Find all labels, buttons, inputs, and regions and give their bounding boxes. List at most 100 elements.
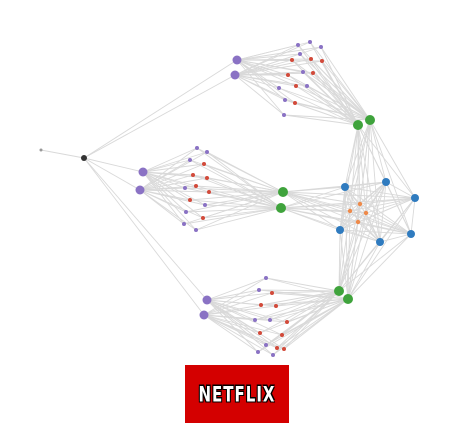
graph-edge (257, 290, 340, 353)
graph-edge (203, 314, 261, 334)
graph-edge (282, 191, 361, 205)
graph-edge (339, 229, 412, 235)
graph-edge (142, 147, 198, 173)
graph-edge (347, 212, 367, 300)
graph-edge (347, 241, 381, 300)
graph-edge (321, 60, 359, 126)
graph-edge (203, 314, 285, 350)
purple-node (183, 186, 187, 190)
graph-edge (338, 221, 359, 292)
blue-node (411, 194, 419, 202)
graph-edge (294, 102, 371, 121)
red-node (259, 303, 263, 307)
graph-edge (269, 298, 349, 321)
graph-edge (357, 221, 412, 235)
purple-node (194, 228, 198, 232)
graph-edge (139, 147, 198, 191)
purple-node (268, 318, 272, 322)
graph-edge (206, 292, 273, 301)
hub-node (81, 155, 87, 161)
graph-edge (260, 290, 340, 306)
red-node (207, 190, 211, 194)
orange-node (347, 208, 353, 214)
graph-edge (344, 186, 416, 199)
graph-edge (236, 53, 301, 61)
graph-edge (254, 290, 340, 321)
green-node (353, 120, 363, 130)
red-node (282, 347, 286, 351)
purple-node (283, 98, 287, 102)
graph-edge (254, 298, 349, 321)
graph-edge (385, 181, 412, 235)
red-node (294, 84, 298, 88)
graph-edge (206, 289, 260, 301)
graph-edge (339, 197, 416, 231)
purple-node (232, 55, 242, 65)
graph-edge (236, 59, 297, 87)
purple-node (205, 150, 209, 154)
red-node (293, 101, 297, 105)
purple-node (135, 185, 145, 195)
graph-edge (312, 72, 371, 121)
graph-edge (339, 186, 346, 231)
graph-edge (183, 191, 284, 225)
graph-edge (195, 207, 282, 231)
orange-node (357, 201, 363, 207)
green-node (278, 187, 288, 197)
blue-node (407, 230, 415, 238)
graph-edge (83, 157, 144, 173)
graph-edge (234, 72, 314, 76)
graph-edge (272, 290, 340, 356)
graph-edge (203, 314, 288, 323)
red-node (290, 58, 294, 62)
graph-edge (385, 181, 416, 199)
red-node (188, 198, 192, 202)
graph-edge (142, 171, 185, 225)
graph-edge (359, 203, 412, 235)
orange-node (363, 210, 369, 216)
graph-edge (344, 186, 349, 300)
graph-edge (280, 207, 381, 243)
graph-edge (369, 119, 412, 235)
blue-node (341, 183, 349, 191)
graph-edge (349, 210, 412, 235)
graph-edge (338, 229, 341, 292)
graph-edge (272, 298, 349, 356)
graph-edge (206, 299, 259, 353)
graph-edge (369, 119, 416, 199)
graph-edge (280, 203, 361, 209)
graph-edge (234, 74, 308, 87)
graph-edge (282, 191, 412, 235)
graph-edge (349, 181, 387, 212)
graph-edge (379, 233, 412, 243)
purple-node (301, 70, 305, 74)
graph-edge (357, 124, 367, 214)
graph-edge (203, 163, 282, 209)
graph-edge (139, 159, 191, 191)
red-node (309, 57, 313, 61)
graph-edges (40, 41, 416, 356)
red-node (285, 320, 289, 324)
graph-edge (339, 203, 361, 231)
graph-edge (265, 277, 340, 292)
graph-edge (320, 46, 371, 121)
purple-node (296, 43, 300, 47)
graph-edge (234, 59, 293, 76)
graph-edge (282, 191, 341, 231)
purple-node (195, 146, 199, 150)
purple-node (271, 353, 275, 357)
graph-edge (365, 197, 416, 214)
graph-edge (283, 114, 359, 126)
graph-edge (379, 197, 416, 243)
red-node (194, 184, 198, 188)
graph-edge (321, 60, 371, 121)
graph-edge (344, 186, 412, 235)
graph-edge (275, 290, 340, 307)
graph-edge (280, 181, 387, 209)
graph-edge (338, 212, 367, 292)
input-node (39, 148, 43, 152)
graph-edge (204, 191, 284, 206)
graph-edge (282, 191, 359, 223)
graph-edge (236, 59, 296, 104)
graph-edge (365, 212, 412, 235)
